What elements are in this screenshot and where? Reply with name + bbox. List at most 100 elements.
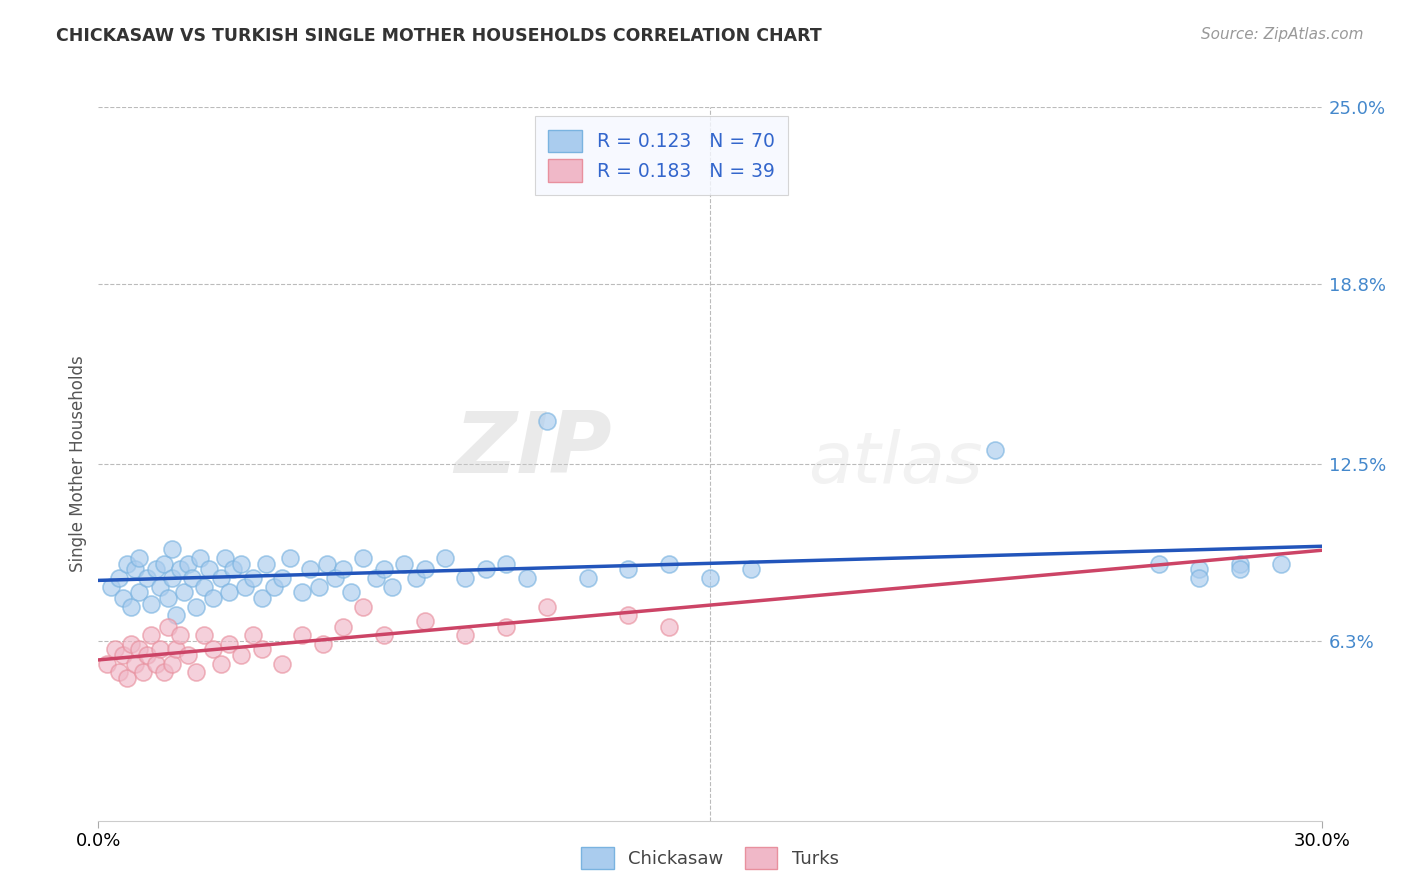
Point (141, 628, 163, 642)
Point (141, 597, 163, 611)
Point (242, 571, 264, 585)
Point (381, 580, 404, 594)
Text: CHICKASAW VS TURKISH SINGLE MOTHER HOUSEHOLDS CORRELATION CHART: CHICKASAW VS TURKISH SINGLE MOTHER HOUSE… (56, 27, 823, 45)
Text: ZIP: ZIP (454, 408, 612, 491)
Point (136, 571, 159, 585)
Point (364, 571, 387, 585)
Point (1270, 557, 1292, 571)
Point (617, 562, 640, 576)
Point (104, 642, 127, 657)
Point (495, 619, 517, 633)
Point (699, 571, 721, 585)
Point (173, 585, 195, 599)
Point (160, 571, 183, 585)
Point (214, 551, 236, 566)
Point (516, 571, 538, 585)
Point (165, 608, 187, 623)
Point (242, 628, 264, 642)
Point (120, 637, 142, 651)
Point (177, 557, 200, 571)
Point (156, 591, 179, 605)
Point (740, 562, 762, 576)
Point (115, 671, 138, 685)
Point (495, 557, 517, 571)
Point (188, 551, 212, 566)
Point (181, 571, 204, 585)
Point (136, 648, 159, 662)
Point (299, 562, 322, 576)
Point (169, 562, 191, 576)
Point (413, 562, 436, 576)
Point (177, 648, 200, 662)
Point (149, 580, 172, 594)
Point (108, 571, 131, 585)
Point (111, 591, 134, 605)
Point (617, 608, 640, 623)
Point (373, 562, 395, 576)
Point (111, 648, 134, 662)
Point (222, 562, 245, 576)
Point (115, 557, 138, 571)
Point (186, 599, 208, 614)
Point (1229, 557, 1251, 571)
Point (209, 657, 232, 671)
Y-axis label: Single Mother Households: Single Mother Households (69, 356, 87, 572)
Point (100, 580, 122, 594)
Point (128, 642, 150, 657)
Point (160, 657, 183, 671)
Point (454, 628, 477, 642)
Point (392, 557, 416, 571)
Point (231, 557, 253, 571)
Point (201, 591, 224, 605)
Point (160, 542, 183, 557)
Point (454, 571, 477, 585)
Point (536, 414, 558, 428)
Point (576, 571, 599, 585)
Point (474, 562, 498, 576)
Point (132, 665, 155, 680)
Point (128, 551, 150, 566)
Point (165, 642, 187, 657)
Point (186, 665, 208, 680)
Point (254, 557, 277, 571)
Text: atlas: atlas (808, 429, 983, 499)
Point (218, 637, 240, 651)
Point (209, 571, 232, 585)
Point (270, 571, 294, 585)
Point (373, 628, 395, 642)
Point (124, 657, 146, 671)
Point (218, 585, 240, 599)
Point (108, 665, 131, 680)
Point (270, 657, 294, 671)
Point (1188, 562, 1211, 576)
Point (536, 599, 558, 614)
Point (1147, 557, 1170, 571)
Point (193, 580, 215, 594)
Point (250, 642, 273, 657)
Point (201, 642, 224, 657)
Point (152, 557, 174, 571)
Point (233, 580, 256, 594)
Point (405, 571, 427, 585)
Point (332, 562, 354, 576)
Point (315, 557, 337, 571)
Point (434, 551, 457, 566)
Point (120, 599, 142, 614)
Point (340, 585, 363, 599)
Point (413, 614, 436, 628)
Point (291, 628, 314, 642)
Point (658, 557, 681, 571)
Point (352, 599, 374, 614)
Point (152, 665, 174, 680)
Point (984, 442, 1007, 457)
Point (250, 591, 273, 605)
Point (193, 628, 215, 642)
Point (145, 657, 167, 671)
Point (169, 628, 191, 642)
Point (96, 657, 118, 671)
Text: Source: ZipAtlas.com: Source: ZipAtlas.com (1201, 27, 1364, 42)
Point (128, 585, 150, 599)
Point (278, 551, 301, 566)
Point (312, 637, 335, 651)
Point (197, 562, 219, 576)
